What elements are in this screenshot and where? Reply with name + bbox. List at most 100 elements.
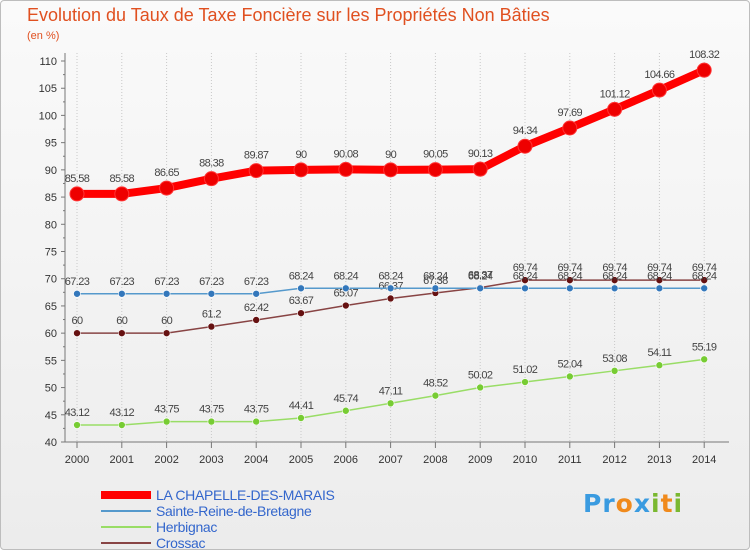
chart-title: Evolution du Taux de Taxe Foncière sur l… [27, 5, 550, 25]
y-tick-label-50: 50 [45, 383, 57, 395]
y-tick-label-90: 90 [45, 165, 57, 177]
legend-item-sainte-reine-de-bretagne: Sainte-Reine-de-Bretagne [101, 503, 401, 519]
y-tick-label-55: 55 [45, 355, 57, 367]
point-crossac-2010 [521, 276, 529, 284]
point-sainte-reine-de-bretagne-2012 [610, 284, 619, 293]
x-tick-label-2014: 2014 [692, 454, 716, 466]
y-axis-unit: (en %) [27, 30, 60, 42]
x-tick-label-2013: 2013 [647, 454, 671, 466]
point-herbignac-2009 [476, 383, 485, 392]
data-label-sainte-reine-de-bretagne-2004: 67.23 [244, 276, 269, 288]
y-tick-label-95: 95 [45, 138, 57, 150]
point-herbignac-2000 [73, 421, 81, 429]
point-herbignac-2005 [297, 414, 305, 422]
logo-part-2: o [615, 489, 634, 518]
data-label-herbignac-2001: 43.12 [110, 407, 135, 419]
data-label-crossac-2012: 69.74 [602, 262, 627, 274]
point-crossac-2014 [700, 276, 709, 284]
point-crossac-2013 [655, 276, 664, 284]
point-la-chapelle-des-marais-2013 [651, 82, 667, 98]
point-sainte-reine-de-bretagne-2011 [565, 284, 574, 293]
point-la-chapelle-des-marais-2007 [383, 162, 399, 178]
logo-part-6: i [673, 489, 684, 518]
data-label-sainte-reine-de-bretagne-2008: 68.24 [423, 270, 448, 282]
legend-swatch-crossac [101, 542, 151, 544]
data-label-crossac-2005: 63.67 [289, 295, 314, 307]
point-herbignac-2004 [252, 417, 260, 426]
legend-label-crossac: Crossac [156, 535, 206, 550]
legend-swatch-la-chapelle-des-marais [101, 491, 151, 499]
x-tick-label-2009: 2009 [468, 454, 492, 466]
point-sainte-reine-de-bretagne-2009 [476, 284, 485, 293]
series-layer: 43.12 43.12 43.75 43.75 43.75 44.41 45.74 47.11… [65, 49, 720, 429]
data-label-crossac-2009: 68.37 [468, 270, 493, 282]
x-tick-label-2007: 2007 [378, 454, 402, 466]
legend-label-herbignac: Herbignac [156, 519, 218, 535]
x-tick-label-2006: 2006 [334, 454, 358, 466]
data-label-herbignac-2013: 54.11 [648, 347, 672, 359]
point-herbignac-2007 [386, 399, 395, 408]
legend-swatch-herbignac [101, 526, 151, 528]
legend: LA CHAPELLE-DES-MARAIS Sainte-Reine-de-Br… [101, 487, 401, 550]
point-la-chapelle-des-marais-2012 [607, 101, 623, 117]
x-tick-label-2005: 2005 [289, 454, 313, 466]
data-label-la-chapelle-des-marais-2006: 90.08 [334, 148, 359, 160]
data-label-herbignac-2010: 51.02 [513, 364, 538, 376]
point-herbignac-2011 [565, 372, 574, 381]
point-crossac-2002 [162, 329, 171, 337]
y-tick-label-85: 85 [45, 192, 57, 204]
data-label-la-chapelle-des-marais-2014: 108.32 [689, 49, 720, 61]
logo-part-3: x [633, 489, 651, 518]
point-sainte-reine-de-bretagne-2008 [431, 284, 440, 293]
point-sainte-reine-de-bretagne-2004 [252, 289, 260, 298]
x-tick-label-2004: 2004 [244, 454, 268, 466]
data-label-crossac-2002: 60 [161, 315, 173, 327]
data-label-sainte-reine-de-bretagne-2005: 68.24 [289, 270, 314, 282]
y-tick-label-80: 80 [45, 219, 57, 231]
data-label-sainte-reine-de-bretagne-2010: 68.24 [513, 270, 538, 282]
point-la-chapelle-des-marais-2011 [562, 120, 578, 136]
y-tick-label-45: 45 [45, 410, 57, 422]
point-sainte-reine-de-bretagne-2001 [118, 289, 126, 298]
point-herbignac-2003 [207, 417, 216, 426]
axes: 2000 2001 2002 2003 2004 2005 2006 2007 2008 2009… [39, 53, 729, 466]
point-sainte-reine-de-bretagne-2013 [655, 284, 664, 293]
point-la-chapelle-des-marais-2002 [159, 180, 175, 196]
data-label-herbignac-2012: 53.08 [602, 353, 627, 365]
point-herbignac-2013 [655, 361, 664, 370]
data-label-herbignac-2014: 55.19 [692, 341, 717, 353]
point-la-chapelle-des-marais-2010 [517, 138, 533, 154]
y-tick-label-60: 60 [45, 328, 57, 340]
point-sainte-reine-de-bretagne-2003 [207, 289, 216, 298]
data-label-sainte-reine-de-bretagne-2003: 67.23 [199, 276, 224, 288]
data-label-crossac-2006: 65.07 [334, 288, 359, 300]
data-label-la-chapelle-des-marais-2001: 85.58 [110, 173, 135, 185]
y-tick-label-70: 70 [45, 274, 57, 286]
data-label-herbignac-2000: 43.12 [65, 407, 90, 419]
data-label-herbignac-2009: 50.02 [468, 369, 493, 381]
data-label-la-chapelle-des-marais-2010: 94.34 [513, 125, 538, 137]
point-la-chapelle-des-marais-2000 [69, 186, 85, 202]
data-label-sainte-reine-de-bretagne-2001: 67.23 [110, 276, 135, 288]
point-crossac-2011 [565, 276, 574, 284]
data-label-crossac-2014: 69.74 [692, 262, 717, 274]
data-label-crossac-2011: 69.74 [558, 262, 583, 274]
data-label-herbignac-2008: 48.52 [423, 378, 448, 390]
data-label-la-chapelle-des-marais-2012: 101.12 [600, 88, 631, 100]
point-herbignac-2001 [118, 421, 126, 429]
data-label-crossac-2010: 69.74 [513, 262, 538, 274]
point-la-chapelle-des-marais-2003 [203, 171, 219, 187]
point-la-chapelle-des-marais-2008 [427, 162, 443, 178]
data-label-sainte-reine-de-bretagne-2009: 68.24 [468, 270, 493, 282]
x-tick-label-2011: 2011 [558, 454, 582, 466]
point-sainte-reine-de-bretagne-2010 [521, 284, 529, 293]
data-label-sainte-reine-de-bretagne-2011: 68.24 [558, 270, 583, 282]
data-label-herbignac-2003: 43.75 [199, 404, 224, 416]
point-sainte-reine-de-bretagne-2005 [297, 284, 305, 293]
x-tick-label-2012: 2012 [602, 454, 626, 466]
data-label-sainte-reine-de-bretagne-2002: 67.23 [154, 276, 179, 288]
data-label-sainte-reine-de-bretagne-2000: 67.23 [65, 276, 90, 288]
data-label-herbignac-2011: 52.04 [558, 358, 583, 370]
data-label-sainte-reine-de-bretagne-2013: 68.24 [647, 270, 672, 282]
y-tick-label-110: 110 [39, 56, 57, 68]
